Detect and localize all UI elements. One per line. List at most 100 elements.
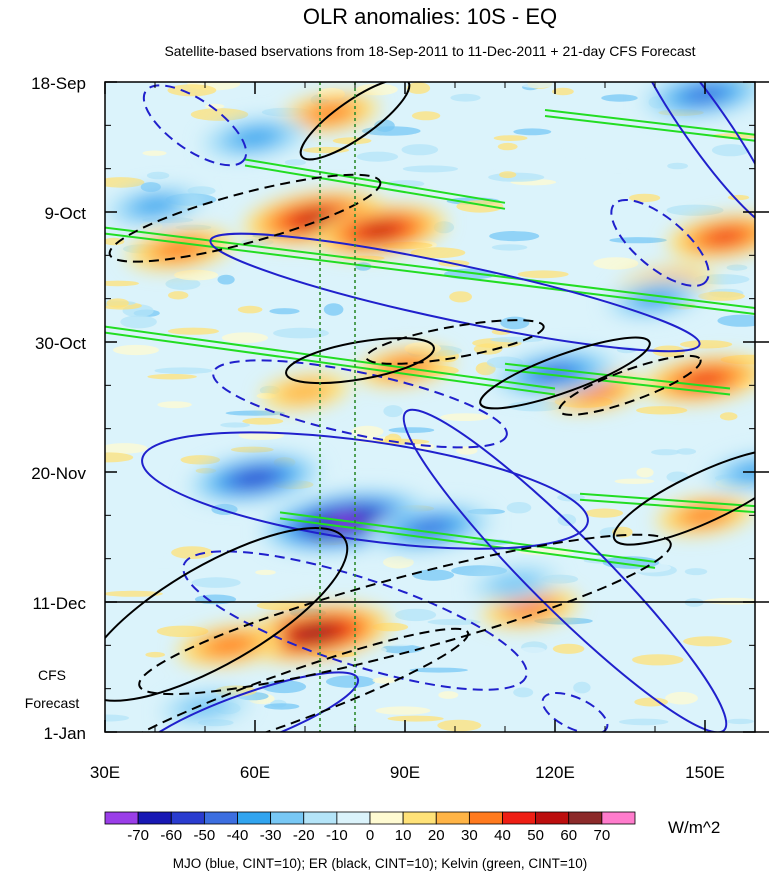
colorbar-swatch bbox=[237, 811, 272, 825]
texture-speck bbox=[721, 659, 748, 666]
colorbar-swatch bbox=[402, 811, 437, 825]
colorbar-swatch bbox=[336, 811, 371, 825]
x-axis: 30E 60E 90E 120E 150E bbox=[90, 82, 756, 782]
colorbar-label: 10 bbox=[395, 827, 412, 844]
mjo-contour bbox=[630, 82, 755, 230]
colorbar-label: 20 bbox=[428, 827, 445, 844]
texture-speck bbox=[105, 452, 134, 463]
kelvin-contour bbox=[544, 108, 755, 136]
texture-speck bbox=[680, 340, 733, 349]
texture-speck bbox=[269, 308, 300, 315]
x-tick-label: 150E bbox=[685, 763, 725, 782]
colorbar-label: -70 bbox=[127, 827, 149, 844]
reference-lines bbox=[319, 82, 356, 732]
anomaly-blob bbox=[734, 463, 755, 481]
texture-speck bbox=[105, 714, 130, 722]
kelvin-contour bbox=[244, 164, 506, 210]
texture-speck bbox=[388, 427, 435, 433]
texture-speck bbox=[493, 135, 528, 142]
texture-speck bbox=[513, 687, 534, 698]
er-contour bbox=[105, 526, 349, 702]
texture-speck bbox=[513, 128, 552, 136]
texture-speck bbox=[499, 171, 517, 179]
mjo-contour bbox=[541, 692, 609, 732]
anomaly-blob bbox=[684, 371, 726, 388]
texture-speck bbox=[106, 298, 129, 308]
texture-speck bbox=[489, 231, 540, 242]
texture-speck bbox=[288, 728, 305, 732]
er-contour bbox=[365, 319, 545, 365]
texture-speck bbox=[726, 718, 754, 725]
texture-speck bbox=[411, 111, 441, 121]
y-tick-label: 9-Oct bbox=[44, 204, 86, 223]
colorbar-swatch bbox=[435, 811, 470, 825]
texture-speck bbox=[410, 247, 466, 259]
kelvin-contour bbox=[579, 492, 755, 508]
er-contour bbox=[138, 533, 672, 696]
texture-speck bbox=[655, 611, 689, 623]
colorbar-label: 50 bbox=[527, 827, 544, 844]
x-tick-label: 90E bbox=[390, 763, 420, 782]
texture-speck bbox=[488, 172, 545, 182]
texture-speck bbox=[379, 640, 416, 647]
colorbar-swatch bbox=[170, 811, 205, 825]
texture-speck bbox=[156, 625, 209, 637]
colorbar-label: -40 bbox=[227, 827, 249, 844]
texture-speck bbox=[665, 691, 698, 705]
texture-speck bbox=[438, 691, 459, 699]
x-tick-label: 30E bbox=[90, 763, 120, 782]
texture-speck bbox=[113, 344, 159, 356]
chart-subtitle: Satellite-based bservations from 18-Sep-… bbox=[164, 43, 695, 59]
texture-speck bbox=[180, 455, 221, 465]
texture-speck bbox=[667, 162, 688, 170]
anomaly-blob bbox=[361, 223, 399, 238]
texture-speck bbox=[217, 274, 235, 285]
texture-speck bbox=[519, 647, 546, 654]
anomaly-blob bbox=[295, 210, 335, 226]
y-tick-label: 11-Dec bbox=[32, 594, 86, 613]
footnote: MJO (blue, CINT=10); ER (black, CINT=10)… bbox=[173, 856, 588, 871]
texture-speck bbox=[698, 291, 745, 301]
texture-speck bbox=[237, 305, 263, 314]
y-axis: 18-Sep 9-Oct 30-Oct 20-Nov 11-Dec 1-Jan bbox=[31, 74, 769, 743]
colorbar-swatch bbox=[270, 811, 305, 825]
texture-speck bbox=[491, 244, 528, 251]
texture-speck bbox=[105, 443, 148, 454]
texture-speck bbox=[105, 237, 125, 246]
texture-speck bbox=[383, 405, 403, 418]
er-contour bbox=[108, 173, 382, 263]
mjo-contour bbox=[402, 408, 728, 732]
texture-speck bbox=[139, 561, 189, 569]
anomaly-blob bbox=[705, 229, 745, 245]
texture-speck bbox=[221, 332, 268, 344]
texture-speck bbox=[308, 408, 328, 419]
plot-area bbox=[105, 82, 755, 732]
texture-speck bbox=[284, 159, 306, 166]
texture-speck bbox=[255, 569, 276, 576]
texture-speck bbox=[142, 150, 167, 156]
anomaly-blob bbox=[178, 696, 232, 719]
kelvin-contour bbox=[544, 114, 755, 142]
texture-speck bbox=[634, 697, 669, 707]
texture-speck bbox=[497, 222, 558, 232]
colorbar-label: 70 bbox=[594, 827, 611, 844]
y-tick-label: 30-Oct bbox=[35, 334, 86, 353]
texture-speck bbox=[593, 257, 639, 270]
texture-speck bbox=[717, 314, 755, 327]
texture-speck bbox=[727, 194, 750, 201]
texture-speck bbox=[712, 569, 733, 578]
texture-speck bbox=[264, 703, 300, 710]
texture-speck bbox=[402, 165, 458, 173]
texture-speck bbox=[194, 594, 237, 605]
anomaly-blob bbox=[488, 572, 542, 595]
chart-title: OLR anomalies: 10S - EQ bbox=[303, 4, 557, 29]
er-contour bbox=[479, 336, 651, 410]
texture-speck bbox=[449, 291, 472, 303]
texture-speck bbox=[380, 644, 423, 654]
texture-speck bbox=[253, 573, 308, 587]
colorbar-swatch bbox=[601, 811, 636, 825]
texture-speck bbox=[165, 277, 201, 290]
texture-speck bbox=[168, 291, 189, 300]
texture-speck bbox=[381, 682, 427, 689]
